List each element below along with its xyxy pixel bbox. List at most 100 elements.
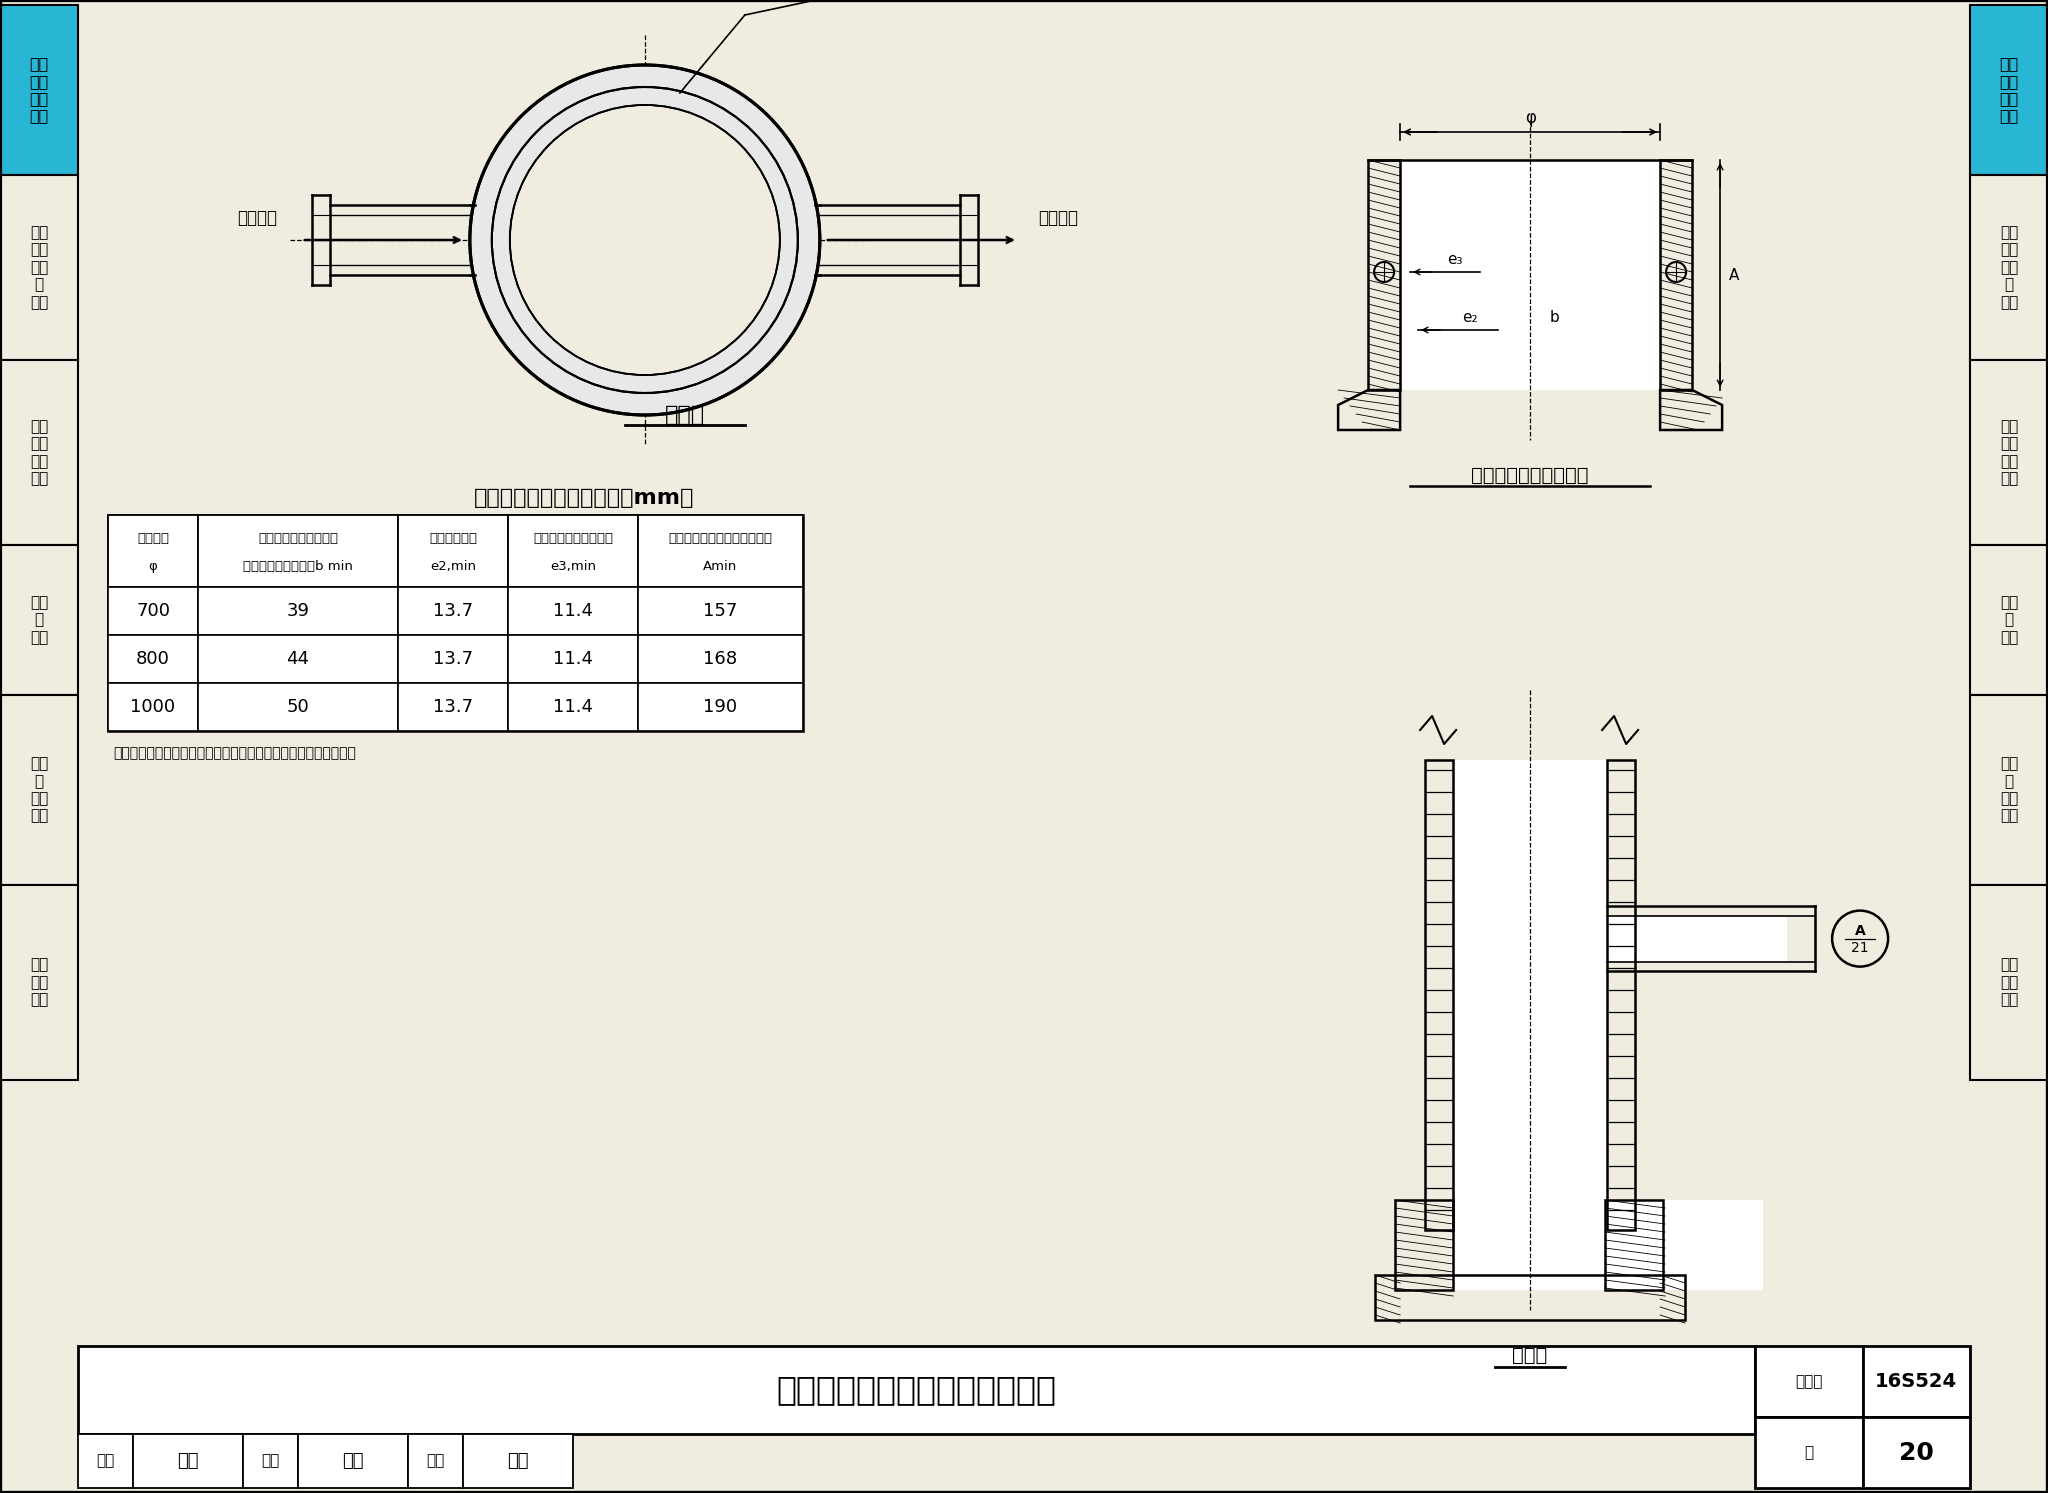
Bar	[133, 1435, 244, 1489]
Text: 进水方向: 进水方向	[238, 209, 276, 227]
Bar	[639, 682, 803, 732]
Text: 检查
井部
件及
安装: 检查 井部 件及 安装	[29, 57, 49, 124]
Bar	[1970, 4, 2048, 175]
Text: 21: 21	[1851, 941, 1870, 954]
Text: 图集号: 图集号	[1794, 1374, 1823, 1388]
Text: 检查
井
结构
计算: 检查 井 结构 计算	[2001, 757, 2017, 824]
Text: 检查
井
施工: 检查 井 施工	[31, 596, 47, 645]
Text: A: A	[1729, 267, 1739, 282]
Bar	[508, 587, 639, 635]
Bar	[1970, 696, 2048, 885]
Text: 相关
技术
资料: 相关 技术 资料	[2001, 957, 2017, 1008]
Bar	[1862, 1417, 1970, 1489]
Text: 设计: 设计	[426, 1454, 444, 1469]
Text: 井底座与井筒连接的弧: 井底座与井筒连接的弧	[258, 532, 338, 545]
Text: e₂: e₂	[1462, 311, 1479, 325]
Text: e2,min: e2,min	[430, 560, 475, 573]
Bar	[639, 587, 803, 635]
Bar	[0, 4, 78, 175]
Text: 最小承口壁厚: 最小承口壁厚	[428, 532, 477, 545]
Text: 20: 20	[1898, 1441, 1933, 1465]
Text: 检查
井
结构
计算: 检查 井 结构 计算	[31, 757, 47, 824]
Bar	[1374, 1275, 1686, 1320]
Text: 13.7: 13.7	[432, 602, 473, 620]
Bar	[1608, 915, 1788, 961]
Text: 13.7: 13.7	[432, 649, 473, 667]
Bar	[199, 635, 397, 682]
Text: 1000: 1000	[131, 699, 176, 717]
Text: A: A	[1855, 924, 1866, 938]
Text: 16S524: 16S524	[1876, 1372, 1958, 1391]
Bar	[78, 1347, 1755, 1435]
Bar	[1970, 885, 2048, 1079]
Bar	[397, 515, 508, 587]
Bar	[397, 682, 508, 732]
Bar	[78, 1435, 133, 1489]
Bar	[1661, 160, 1692, 390]
Text: φ: φ	[1524, 109, 1536, 127]
Bar	[199, 515, 397, 587]
Bar	[0, 360, 78, 545]
Bar	[1970, 175, 2048, 360]
Text: 付乐: 付乐	[342, 1453, 365, 1471]
Bar	[463, 1435, 573, 1489]
Bar	[1755, 1417, 1862, 1489]
Text: 平面图: 平面图	[666, 405, 705, 426]
Bar	[1368, 160, 1401, 390]
Bar	[1454, 760, 1608, 1230]
Text: φ: φ	[150, 560, 158, 573]
Text: 190: 190	[702, 699, 737, 717]
Bar	[397, 635, 508, 682]
Circle shape	[510, 105, 780, 375]
Bar	[408, 1435, 463, 1489]
Bar	[1425, 760, 1454, 1230]
Bar	[109, 515, 803, 732]
Text: 157: 157	[702, 602, 737, 620]
Text: 检查
井与
管道
的
连接: 检查 井与 管道 的 连接	[31, 225, 47, 311]
Bar	[397, 587, 508, 635]
Text: 井底座与井筒的连接尺寸（mm）: 井底座与井筒的连接尺寸（mm）	[473, 488, 694, 508]
Bar	[109, 587, 199, 635]
Bar	[1452, 1200, 1763, 1290]
Text: 11.4: 11.4	[553, 649, 594, 667]
Bar	[639, 635, 803, 682]
Text: 700: 700	[135, 602, 170, 620]
Bar	[1608, 760, 1634, 1230]
Text: 11.4: 11.4	[553, 699, 594, 717]
Bar	[0, 545, 78, 696]
Text: 注：本表格及图中所涉及的参数与塑料管材产品标准的规定一致。: 注：本表格及图中所涉及的参数与塑料管材产品标准的规定一致。	[113, 746, 356, 760]
Text: 11.4: 11.4	[553, 602, 594, 620]
Text: b: b	[1548, 311, 1559, 325]
Bar	[1862, 1347, 1970, 1417]
Text: 检查
井
施工: 检查 井 施工	[2001, 596, 2017, 645]
Text: e₃: e₃	[1448, 252, 1462, 267]
Text: 检查
井部
件及
安装: 检查 井部 件及 安装	[1999, 57, 2019, 124]
Bar	[1395, 1200, 1454, 1290]
Text: 立面图: 立面图	[1513, 1345, 1548, 1365]
Text: 形支撑台阶最小宽度b min: 形支撑台阶最小宽度b min	[244, 560, 352, 573]
Circle shape	[469, 66, 819, 415]
Text: 弹性密封件连接最小结合长度: 弹性密封件连接最小结合长度	[668, 532, 772, 545]
Bar	[0, 175, 78, 360]
Text: 检查
井附
件及
安装: 检查 井附 件及 安装	[31, 420, 47, 487]
Text: 直壁检查井井底座与井筒的连接: 直壁检查井井底座与井筒的连接	[776, 1374, 1057, 1406]
Bar	[199, 587, 397, 635]
Bar	[508, 635, 639, 682]
Bar	[1401, 160, 1661, 390]
Bar	[508, 515, 639, 587]
Text: 相关
技术
资料: 相关 技术 资料	[31, 957, 47, 1008]
Text: 密封件部位的最小壁厚: 密封件部位的最小壁厚	[532, 532, 612, 545]
Text: 检查
井附
件及
安装: 检查 井附 件及 安装	[2001, 420, 2017, 487]
Text: Amin: Amin	[702, 560, 737, 573]
Bar	[299, 1435, 408, 1489]
Text: 井底座承口连接尺寸图: 井底座承口连接尺寸图	[1470, 466, 1589, 485]
Text: 金哲: 金哲	[508, 1453, 528, 1471]
Text: 检查
井与
管道
的
连接: 检查 井与 管道 的 连接	[2001, 225, 2017, 311]
Bar	[1755, 1347, 1862, 1417]
Bar	[1970, 545, 2048, 696]
Bar	[0, 696, 78, 885]
Bar	[508, 682, 639, 732]
Bar	[0, 885, 78, 1079]
Bar	[244, 1435, 299, 1489]
Text: 肖峻: 肖峻	[178, 1453, 199, 1471]
